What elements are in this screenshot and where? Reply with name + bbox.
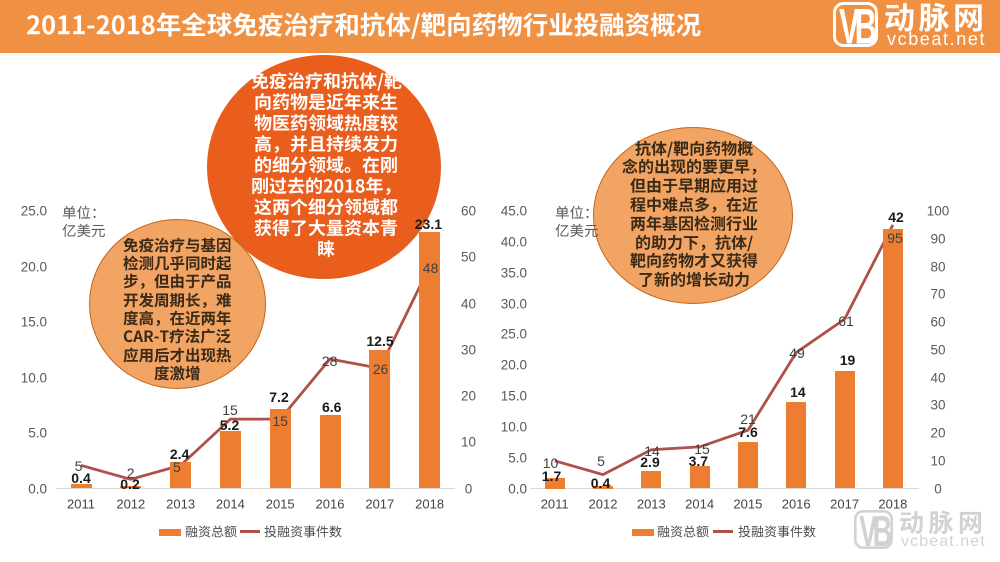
svg-text:VB: VB <box>859 510 891 549</box>
svg-text:VB: VB <box>839 2 876 47</box>
